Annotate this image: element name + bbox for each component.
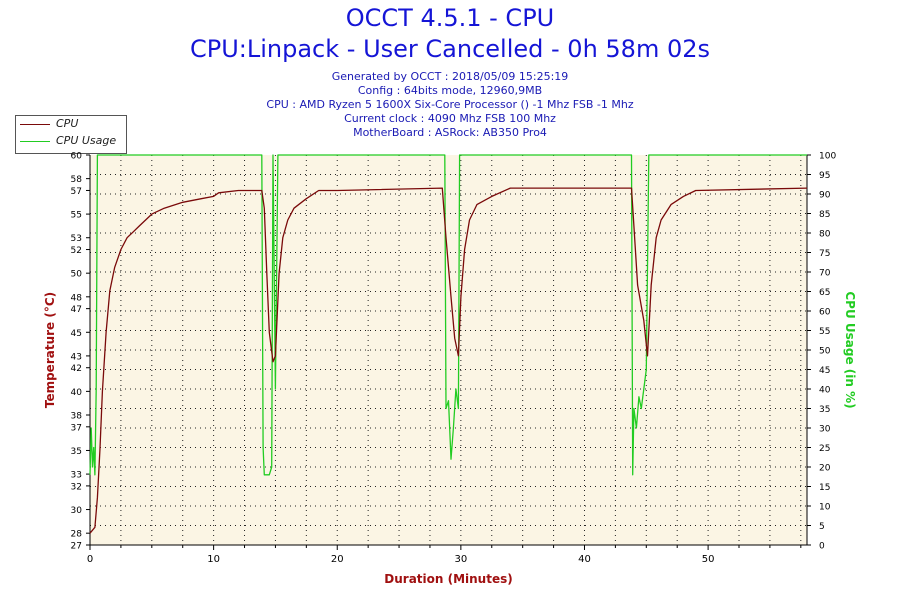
y-left-tick-label: 40 bbox=[71, 388, 83, 398]
legend-swatch-cpu bbox=[20, 124, 50, 125]
info-clock: Current clock : 4090 Mhz FSB 100 Mhz bbox=[344, 112, 556, 125]
y-left-axis-label: Temperature (°C) bbox=[43, 292, 57, 408]
y-right-tick-label: 40 bbox=[819, 386, 831, 396]
y-left-tick-label: 38 bbox=[71, 412, 83, 422]
x-tick-label: 20 bbox=[331, 554, 344, 565]
y-left-tick-label: 57 bbox=[71, 187, 82, 197]
y-left-tick-label: 28 bbox=[71, 530, 83, 540]
x-tick-label: 40 bbox=[578, 554, 591, 565]
y-left-tick-label: 37 bbox=[71, 423, 82, 433]
y-left-tick-label: 42 bbox=[71, 364, 82, 374]
x-tick-label: 50 bbox=[702, 554, 715, 565]
y-left-tick-label: 55 bbox=[71, 211, 82, 221]
chart-subtitle: CPU:Linpack - User Cancelled - 0h 58m 02… bbox=[189, 35, 710, 63]
plot-background bbox=[90, 155, 807, 545]
y-left-tick-label: 27 bbox=[71, 542, 82, 552]
info-cpu: CPU : AMD Ryzen 5 1600X Six-Core Process… bbox=[266, 98, 634, 111]
y-left-tick-label: 47 bbox=[71, 305, 82, 315]
y-left-tick-label: 45 bbox=[71, 329, 82, 339]
y-right-tick-label: 10 bbox=[819, 503, 831, 513]
series-line-cpu-temperature bbox=[89, 187, 808, 534]
y-right-tick-label: 25 bbox=[819, 444, 830, 454]
x-tick-label: 30 bbox=[454, 554, 467, 565]
y-right-tick-label: 85 bbox=[819, 210, 830, 220]
legend-swatch-cpu-usage bbox=[20, 141, 50, 142]
y-right-tick-label: 55 bbox=[819, 327, 830, 337]
y-right-tick-label: 0 bbox=[819, 542, 825, 552]
y-left-tick-label: 53 bbox=[71, 234, 82, 244]
info-motherboard: MotherBoard : ASRock: AB350 Pro4 bbox=[353, 126, 547, 139]
y-right-tick-label: 35 bbox=[819, 405, 830, 415]
legend: CPU CPU Usage bbox=[15, 115, 127, 154]
legend-label-cpu-usage: CPU Usage bbox=[56, 134, 117, 147]
y-right-tick-label: 45 bbox=[819, 366, 830, 376]
y-right-tick-label: 30 bbox=[819, 425, 831, 435]
y-right-tick-label: 20 bbox=[819, 464, 831, 474]
y-left-tick-label: 48 bbox=[71, 293, 83, 303]
y-right-tick-label: 95 bbox=[819, 171, 830, 181]
y-left-tick-label: 58 bbox=[71, 175, 83, 185]
y-right-tick-label: 75 bbox=[819, 249, 830, 259]
y-left-tick-label: 35 bbox=[71, 447, 82, 457]
x-tick-label: 10 bbox=[207, 554, 220, 565]
y-left-tick-label: 43 bbox=[71, 352, 82, 362]
x-axis-label: Duration (Minutes) bbox=[384, 572, 512, 586]
y-right-tick-label: 50 bbox=[819, 347, 831, 357]
legend-label-cpu: CPU bbox=[56, 117, 79, 130]
y-right-tick-label: 15 bbox=[819, 483, 830, 493]
chart-title: OCCT 4.5.1 - CPU bbox=[345, 4, 555, 32]
y-right-axis-label: CPU Usage (in %) bbox=[843, 291, 857, 408]
y-right-tick-label: 5 bbox=[819, 522, 825, 532]
y-left-tick-label: 52 bbox=[71, 246, 82, 256]
info-generated: Generated by OCCT : 2018/05/09 15:25:19 bbox=[331, 70, 569, 83]
y-right-tick-label: 60 bbox=[819, 308, 831, 318]
y-right-tick-label: 70 bbox=[819, 269, 831, 279]
y-right-tick-label: 80 bbox=[819, 230, 831, 240]
y-right-tick-label: 100 bbox=[819, 152, 836, 162]
y-left-tick-label: 60 bbox=[71, 152, 83, 162]
info-config: Config : 64bits mode, 12960,9MB bbox=[357, 84, 543, 97]
y-right-tick-label: 65 bbox=[819, 288, 830, 298]
series-line-cpu-usage bbox=[89, 154, 807, 476]
y-right-tick-label: 90 bbox=[819, 191, 831, 201]
y-left-tick-label: 33 bbox=[71, 471, 82, 481]
x-tick-label: 0 bbox=[87, 554, 93, 565]
y-left-tick-label: 30 bbox=[71, 506, 83, 516]
y-left-tick-label: 32 bbox=[71, 482, 82, 492]
y-left-tick-label: 50 bbox=[71, 270, 83, 280]
